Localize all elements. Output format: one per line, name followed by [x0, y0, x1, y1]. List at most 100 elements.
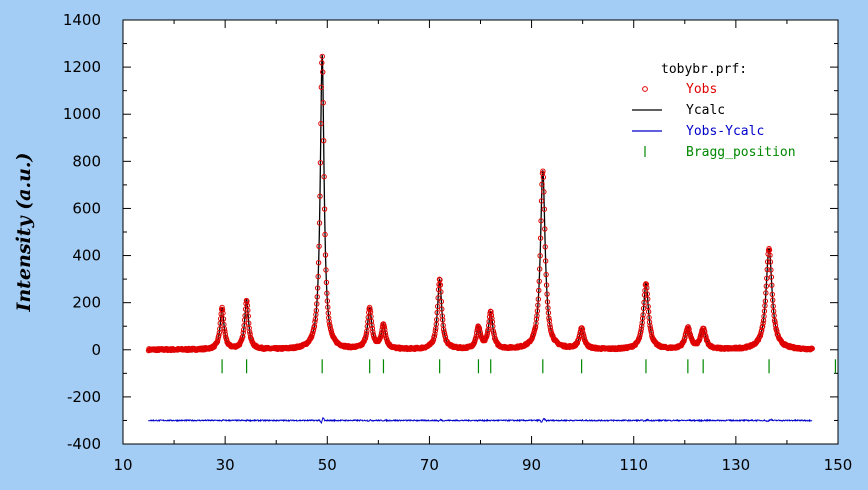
yobs-point [488, 312, 495, 318]
yobs-point [645, 296, 651, 302]
y-tick-label: 800 [72, 152, 101, 170]
yobs-point [647, 323, 653, 329]
series-yobs [145, 53, 815, 354]
yobs-point [383, 332, 389, 339]
yobs-point [640, 305, 647, 312]
yobs-point [323, 267, 329, 273]
yobs-point [241, 322, 247, 329]
x-axis-ticks: 10 30 50 70 90 110 130 150 [113, 20, 852, 474]
yobs-point [544, 299, 551, 305]
yobs-point [535, 302, 541, 308]
yobs-point [761, 313, 767, 320]
yobs-point [645, 309, 652, 315]
yobs-point [317, 160, 324, 166]
yobs-point [321, 206, 328, 212]
yobs-point [532, 324, 539, 330]
yobs-point [320, 138, 327, 144]
yobs-point [767, 259, 774, 265]
yobs-point [432, 328, 439, 334]
yobs-point [770, 303, 776, 309]
yobs-point [381, 324, 388, 330]
yobs-point [763, 290, 769, 296]
yobs-point [322, 231, 328, 238]
y-axis-ticks: -400 -200 0 200 400 600 800 1000 1200 1400 [63, 11, 838, 453]
yobs-point [545, 305, 551, 311]
yobs-point [319, 60, 325, 66]
yobs-point [769, 282, 775, 288]
yobs-point [434, 316, 440, 323]
yobs-point [809, 345, 815, 352]
y-tick-label: 1000 [63, 105, 101, 123]
yobs-point [638, 326, 644, 332]
yobs-point [581, 335, 587, 341]
yobs-point [544, 291, 550, 297]
x-tick-label: 90 [522, 456, 541, 474]
yobs-point [534, 308, 541, 314]
yobs-point [686, 326, 692, 332]
yobs-point [545, 310, 552, 316]
yobs-point [538, 198, 545, 204]
yobs-point [432, 331, 438, 337]
yobs-point [314, 301, 320, 307]
legend-label: Ycalc [686, 103, 725, 118]
yobs-point [643, 281, 650, 287]
yobs-point [320, 100, 326, 106]
yobs-point [321, 174, 327, 180]
yobs-point [542, 226, 548, 232]
yobs-point [638, 329, 644, 335]
x-tick-label: 150 [824, 456, 853, 474]
yobs-point [325, 304, 331, 310]
y-axis-label: Intensity (a.u.) [13, 152, 35, 312]
yobs-point [222, 328, 228, 334]
yobs-point [216, 332, 222, 339]
yobs-point [318, 120, 324, 127]
yobs-point [766, 247, 773, 253]
yobs-point [317, 193, 323, 199]
yobs-point [246, 325, 252, 331]
yobs-point [215, 336, 221, 342]
yobs-point [313, 307, 320, 314]
yobs-point [430, 337, 437, 343]
yobs-point [324, 298, 331, 304]
plot-area [122, 19, 839, 445]
yobs-point [312, 319, 318, 325]
yobs-point [437, 277, 443, 283]
yobs-point [434, 309, 440, 316]
yobs-point [323, 279, 330, 286]
yobs-point [772, 319, 778, 325]
legend-marker-yobs [642, 86, 648, 92]
yobs-point [318, 84, 325, 90]
yobs-point [639, 315, 646, 321]
yobs-point [434, 303, 441, 310]
yobs-point [316, 220, 323, 226]
yobs-point [681, 338, 687, 344]
yobs-point [547, 322, 553, 328]
yobs-point [764, 266, 770, 273]
yobs-point [762, 298, 769, 304]
yobs-point [760, 320, 766, 326]
yobs-point [541, 206, 547, 212]
yobs-point [315, 273, 321, 280]
legend-title: tobybr.prf: [661, 62, 747, 77]
x-tick-label: 30 [216, 456, 235, 474]
y-tick-label: -400 [67, 435, 101, 453]
yobs-point [537, 235, 544, 241]
yobs-point [763, 283, 769, 289]
yobs-point [239, 336, 245, 342]
yobs-point [244, 302, 251, 309]
yobs-point [309, 334, 315, 340]
yobs-point [540, 168, 546, 174]
yobs-point [542, 258, 549, 264]
yobs-point [648, 329, 655, 336]
difference-line [148, 416, 813, 425]
yobs-point [535, 296, 542, 302]
y-tick-label: 400 [72, 247, 101, 265]
yobs-point [246, 320, 252, 326]
yobs-point [645, 303, 651, 310]
yobs-point [363, 333, 369, 339]
yobs-point [536, 278, 542, 284]
yobs-point [543, 282, 550, 288]
yobs-point [314, 294, 320, 300]
yobs-point [768, 274, 775, 280]
